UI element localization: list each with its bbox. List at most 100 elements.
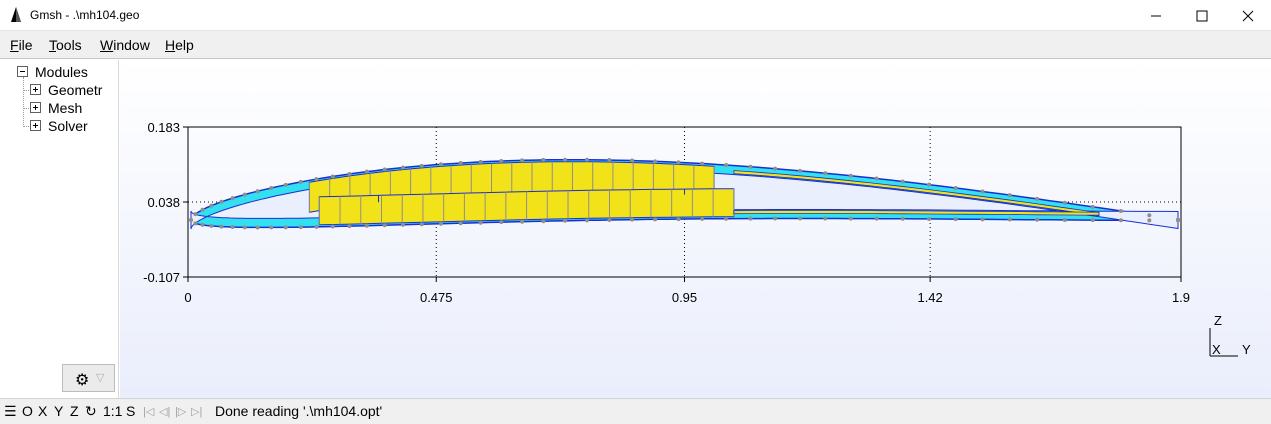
mesh-node: [954, 186, 958, 190]
next-step-icon[interactable]: |▷: [175, 405, 186, 418]
expand-mesh-icon[interactable]: [30, 102, 41, 113]
mesh-node: [563, 158, 567, 162]
close-button[interactable]: [1225, 0, 1271, 31]
module-tree: Modules Geometr Mesh Solver: [0, 60, 119, 398]
mesh-node: [849, 217, 853, 221]
mesh-node: [1091, 218, 1095, 222]
mesh-node: [520, 220, 524, 224]
mesh-node: [901, 217, 905, 221]
mesh-node: [1035, 197, 1039, 201]
gmsh-logo-icon: [9, 7, 23, 23]
mesh-node: [724, 217, 728, 221]
axis-y-label: Y: [1242, 342, 1251, 357]
mesh-node: [1035, 218, 1039, 222]
mesh-node: [724, 163, 728, 167]
mesh-node: [1147, 218, 1151, 222]
x-tick-label: 0: [184, 290, 191, 305]
tree-item-geometry[interactable]: Geometr: [48, 82, 102, 98]
mesh-node: [981, 189, 985, 193]
mesh-node: [499, 220, 503, 224]
mesh-node: [1008, 193, 1012, 197]
mesh-node: [439, 162, 443, 166]
status-message: Done reading '.\mh104.opt': [215, 403, 382, 419]
select-button[interactable]: S: [126, 403, 135, 419]
rotate-icon[interactable]: ↻: [85, 403, 97, 420]
menu-help[interactable]: Help: [165, 37, 194, 53]
view-origin-button[interactable]: O: [22, 403, 33, 419]
mesh-node: [219, 225, 223, 229]
mesh-node: [193, 221, 197, 225]
collapse-modules-icon[interactable]: [17, 66, 28, 77]
first-step-icon[interactable]: |◁: [143, 405, 154, 418]
mesh-plot[interactable]: 0 0.475 0.95 1.42 1.9 -0.107 0.038 0.183 Z X Y: [120, 60, 1271, 398]
mesh-node: [459, 221, 463, 225]
mesh-node: [201, 208, 205, 212]
mesh-node: [331, 174, 335, 178]
mesh-node: [1091, 205, 1095, 209]
expand-solver-icon[interactable]: [30, 120, 41, 131]
mesh-node: [1063, 201, 1067, 205]
menu-tools[interactable]: Tools: [49, 37, 82, 53]
mesh-node: [875, 177, 879, 181]
view-z-button[interactable]: Z: [70, 403, 79, 419]
mesh-node: [1119, 218, 1123, 222]
gear-icon: ⚙: [75, 370, 89, 390]
view-y-button[interactable]: Y: [54, 403, 63, 419]
mesh-node: [585, 218, 589, 222]
tree-item-modules[interactable]: Modules: [35, 64, 88, 80]
mesh-node: [563, 219, 567, 223]
mesh-node: [401, 166, 405, 170]
options-button[interactable]: ⚙ ▽: [62, 364, 115, 392]
tree-item-solver[interactable]: Solver: [48, 118, 88, 134]
mesh-node: [1119, 209, 1123, 213]
mesh-node: [981, 217, 985, 221]
mesh-node: [798, 216, 802, 220]
view-x-button[interactable]: X: [38, 403, 47, 419]
mesh-node: [243, 193, 247, 197]
mesh-node: [479, 221, 483, 225]
tree-guide-line: [23, 77, 24, 125]
mesh-node: [773, 217, 777, 221]
last-step-icon[interactable]: ▷|: [191, 405, 202, 418]
mesh-node: [348, 172, 352, 176]
maximize-icon: [1196, 10, 1208, 22]
mesh-node: [901, 180, 905, 184]
mesh-node: [748, 165, 752, 169]
tree-item-mesh[interactable]: Mesh: [48, 100, 82, 116]
mesh-node: [630, 159, 634, 163]
prev-step-icon[interactable]: ◁|: [159, 405, 170, 418]
mesh-node: [1176, 218, 1180, 222]
mesh-node: [269, 186, 273, 190]
close-icon: [1242, 10, 1254, 22]
mesh-node: [1063, 218, 1067, 222]
mesh-node: [954, 217, 958, 221]
scale-one-button[interactable]: 1:1: [103, 403, 122, 419]
mesh-node: [823, 171, 827, 175]
mesh-node: [875, 217, 879, 221]
mesh-node: [700, 217, 704, 221]
menu-toggle-button[interactable]: ☰: [4, 403, 17, 420]
maximize-button[interactable]: [1179, 0, 1225, 31]
axis-z-label: Z: [1214, 313, 1222, 328]
mesh-node: [269, 225, 273, 229]
mesh-node: [231, 225, 235, 229]
menu-bar: File Tools Window Help: [0, 31, 1271, 59]
graphics-viewport[interactable]: 0 0.475 0.95 1.42 1.9 -0.107 0.038 0.183 Z X Y: [120, 60, 1271, 398]
mesh-node: [209, 204, 213, 208]
y-tick-label: 0.038: [147, 195, 180, 210]
mesh-node: [798, 169, 802, 173]
menu-file[interactable]: File: [10, 37, 33, 53]
axis-x-label: X: [1212, 342, 1221, 357]
mesh-node: [383, 223, 387, 227]
mesh-node: [420, 164, 424, 168]
minimize-button[interactable]: [1133, 0, 1179, 31]
mesh-node: [314, 225, 318, 229]
mesh-node: [700, 162, 704, 166]
x-tick-label: 0.95: [672, 290, 697, 305]
mesh-node: [401, 223, 405, 227]
mesh-node: [849, 174, 853, 178]
menu-window[interactable]: Window: [100, 37, 150, 53]
mesh-node: [348, 224, 352, 228]
mesh-node: [676, 160, 680, 164]
expand-geometry-icon[interactable]: [30, 84, 41, 95]
